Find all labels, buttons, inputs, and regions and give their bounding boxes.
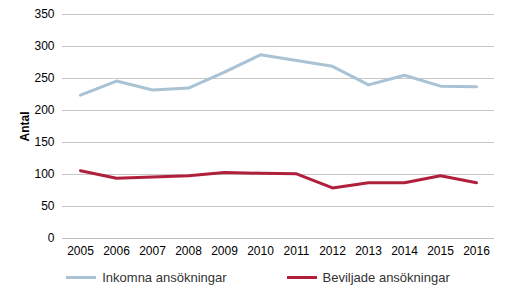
svg-text:2010: 2010 xyxy=(247,244,274,258)
svg-text:200: 200 xyxy=(34,103,54,117)
svg-text:2008: 2008 xyxy=(175,244,202,258)
svg-text:2015: 2015 xyxy=(427,244,454,258)
svg-text:250: 250 xyxy=(34,71,54,85)
svg-text:2016: 2016 xyxy=(463,244,490,258)
svg-text:100: 100 xyxy=(34,167,54,181)
svg-text:50: 50 xyxy=(41,199,55,213)
svg-text:350: 350 xyxy=(34,7,54,21)
html-text:Inkomna ansökningar: Inkomna ansökningar xyxy=(102,270,227,285)
svg-text:2011: 2011 xyxy=(284,244,310,258)
svg-text:2006: 2006 xyxy=(103,244,130,258)
svg-text:2012: 2012 xyxy=(319,244,346,258)
svg-text:2013: 2013 xyxy=(355,244,382,258)
svg-text:2009: 2009 xyxy=(211,244,238,258)
svg-text:2007: 2007 xyxy=(139,244,166,258)
svg-text:300: 300 xyxy=(34,39,54,53)
html-text:Beviljade ansökningar: Beviljade ansökningar xyxy=(322,270,450,285)
svg-text:2014: 2014 xyxy=(391,244,418,258)
svg-text:0: 0 xyxy=(48,231,55,245)
svg-text:2005: 2005 xyxy=(67,244,94,258)
svg-text:Antal: Antal xyxy=(18,112,32,142)
svg-text:150: 150 xyxy=(34,135,54,149)
